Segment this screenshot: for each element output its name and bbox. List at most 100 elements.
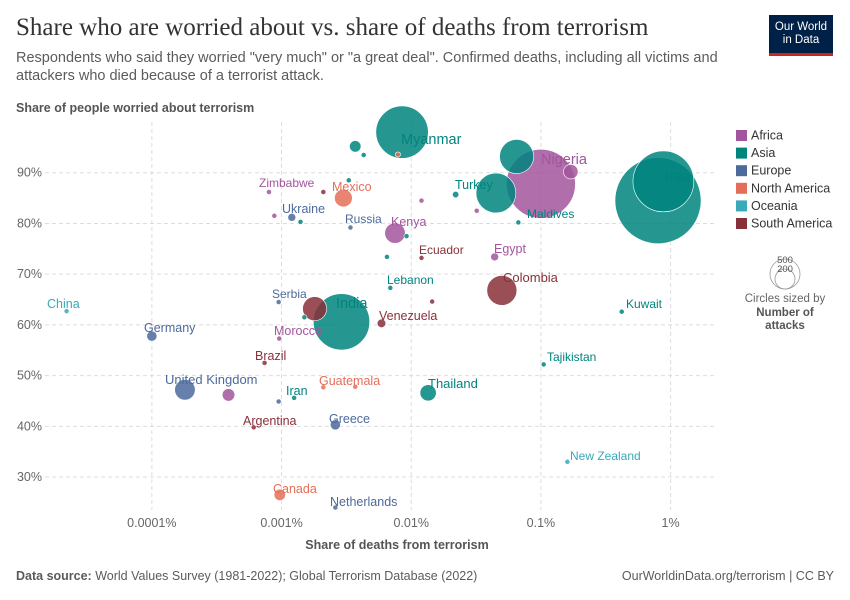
data-point[interactable] xyxy=(429,298,436,305)
legend-label[interactable]: North America xyxy=(751,181,830,195)
x-tick-label: 0.01% xyxy=(393,516,428,530)
data-point[interactable] xyxy=(287,213,297,222)
size-legend-circle-small xyxy=(774,268,796,290)
source-link[interactable]: OurWorldinData.org/terrorism | CC BY xyxy=(621,569,834,583)
data-point[interactable] xyxy=(320,384,327,391)
legend-swatch[interactable] xyxy=(736,147,747,159)
legend-swatch[interactable] xyxy=(736,165,747,177)
y-tick-label: 80% xyxy=(17,216,42,230)
legend-swatch[interactable] xyxy=(736,182,747,194)
data-source-label: Data source: xyxy=(16,569,92,583)
size-legend-caption: attacks xyxy=(765,320,805,332)
data-point[interactable] xyxy=(276,335,283,342)
data-point[interactable] xyxy=(146,330,158,342)
data-point[interactable] xyxy=(499,139,535,174)
legend-label[interactable]: Europe xyxy=(751,164,791,178)
point-label: Tajikistan xyxy=(547,350,596,364)
data-point[interactable] xyxy=(387,284,394,291)
data-point[interactable] xyxy=(63,308,70,315)
point-label: Colombia xyxy=(503,270,559,285)
data-point[interactable] xyxy=(332,504,339,511)
scatter-chart: Myanmar Nigeria Iraq Turkey Zimbabwe Mexico Ma… xyxy=(16,101,832,552)
point-label: Canada xyxy=(273,482,317,496)
data-point[interactable] xyxy=(418,197,425,204)
data-point[interactable] xyxy=(266,189,272,195)
point-label: Germany xyxy=(144,321,196,335)
point-label: Iran xyxy=(286,384,308,398)
data-point[interactable] xyxy=(275,398,282,405)
legend-swatch[interactable] xyxy=(736,218,747,229)
data-point[interactable] xyxy=(403,233,410,239)
legend-label[interactable]: Asia xyxy=(751,146,775,160)
data-point[interactable] xyxy=(221,388,236,402)
data-point[interactable] xyxy=(320,189,327,195)
point-label: Kenya xyxy=(391,215,426,229)
data-point[interactable] xyxy=(618,308,625,315)
point-label: Netherlands xyxy=(330,495,397,509)
data-point[interactable] xyxy=(261,360,268,366)
data-point[interactable] xyxy=(273,488,286,501)
point-label: Zimbabwe xyxy=(259,176,315,190)
data-point[interactable] xyxy=(352,383,359,390)
data-point[interactable] xyxy=(297,219,304,225)
size-legend-caption: Circles sized by xyxy=(745,293,826,305)
point-label: Thailand xyxy=(428,376,478,391)
data-source-text: World Values Survey (1981-2022); Global … xyxy=(95,569,478,583)
data-point[interactable] xyxy=(302,296,328,322)
data-point[interactable] xyxy=(473,207,480,214)
data-point[interactable] xyxy=(564,458,571,465)
data-point[interactable] xyxy=(419,384,437,402)
footer-link[interactable]: OurWorldinData.org/terrorism | CC BY xyxy=(622,569,834,583)
data-point[interactable] xyxy=(486,275,518,306)
data-point[interactable] xyxy=(334,188,353,208)
data-point[interactable] xyxy=(376,318,387,328)
data-point[interactable] xyxy=(490,252,499,262)
chart-title: Share who are worried about vs. share of… xyxy=(16,14,649,41)
data-point[interactable] xyxy=(301,314,308,321)
data-point[interactable] xyxy=(384,254,390,260)
owid-logo[interactable]: Our World in Data xyxy=(769,15,833,56)
data-point[interactable] xyxy=(349,140,362,153)
data-point[interactable] xyxy=(384,222,406,244)
point-label: Egypt xyxy=(494,242,526,256)
point-label: Russia xyxy=(345,212,382,226)
data-point[interactable] xyxy=(515,219,522,226)
legend-label[interactable]: Africa xyxy=(751,129,783,143)
data-point[interactable] xyxy=(313,293,370,351)
legend-label[interactable]: South America xyxy=(751,217,832,231)
size-legend-value: 200 xyxy=(777,264,793,275)
chart-subtitle: Respondents who said they worried "very … xyxy=(16,50,718,84)
legend-swatch[interactable] xyxy=(736,200,747,212)
data-point[interactable] xyxy=(632,150,695,213)
y-tick-label: 70% xyxy=(17,267,42,281)
data-source: Data source: World Values Survey (1981-2… xyxy=(16,569,477,583)
data-point[interactable] xyxy=(360,152,367,158)
size-legend-caption: Number of xyxy=(756,307,814,319)
data-point[interactable] xyxy=(540,361,547,368)
data-point[interactable] xyxy=(291,395,297,401)
point-label: Brazil xyxy=(255,349,286,363)
data-point[interactable] xyxy=(563,164,579,180)
data-point[interactable] xyxy=(345,177,352,184)
point-label: Iraq xyxy=(665,169,690,185)
legend-swatch[interactable] xyxy=(736,130,747,141)
y-tick-label: 90% xyxy=(17,166,42,180)
data-point[interactable] xyxy=(375,105,429,159)
data-point[interactable] xyxy=(347,224,354,231)
data-point[interactable] xyxy=(250,424,257,431)
data-point[interactable] xyxy=(275,299,282,305)
x-tick-label: 1% xyxy=(662,516,680,530)
data-point[interactable] xyxy=(395,151,401,158)
data-point[interactable] xyxy=(329,419,341,431)
point-label: Venezuela xyxy=(379,309,437,323)
data-point[interactable] xyxy=(418,255,425,261)
size-legend-value: 500 xyxy=(777,255,793,266)
data-point[interactable] xyxy=(452,190,460,199)
point-label: Kuwait xyxy=(626,297,663,311)
data-point[interactable] xyxy=(475,172,517,214)
data-point[interactable] xyxy=(271,212,278,219)
x-axis-title: Share of deaths from terrorism xyxy=(305,538,488,552)
data-point[interactable] xyxy=(174,379,196,401)
legend-label[interactable]: Oceania xyxy=(751,199,798,213)
y-axis-title: Share of people worried about terrorism xyxy=(16,101,254,115)
